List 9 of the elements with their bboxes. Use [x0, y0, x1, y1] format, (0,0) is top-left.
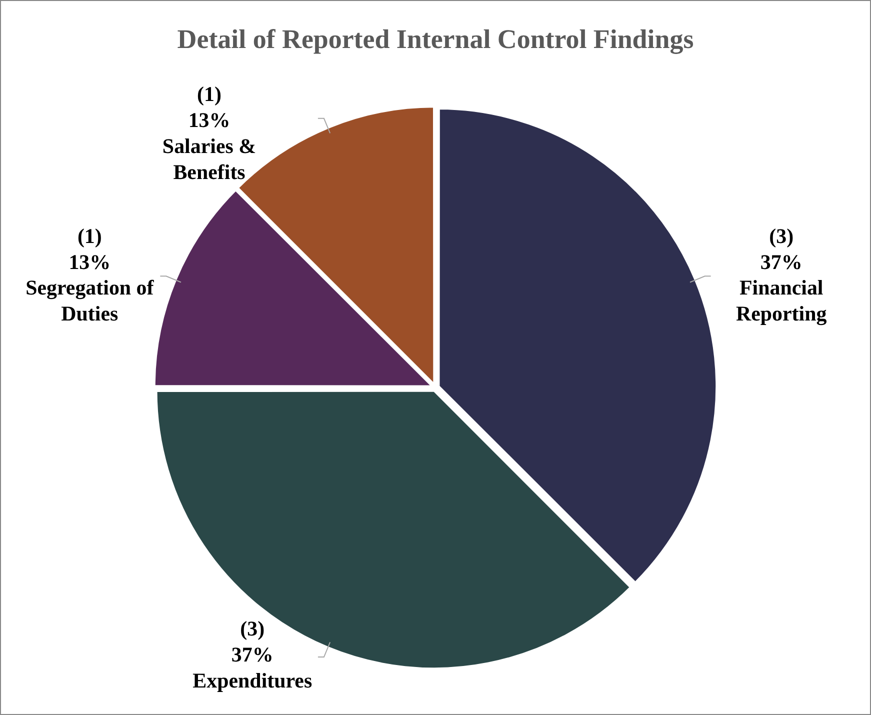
chart-title: Detail of Reported Internal Control Findings — [177, 24, 694, 54]
data-label: (3) 37% — [760, 224, 802, 274]
data-label: (1) 13% — [188, 82, 230, 132]
slice-label: Expenditures — [192, 668, 312, 693]
data-label: (3) 37% — [231, 616, 274, 667]
data-label: (1) 13% — [68, 224, 111, 274]
slice-label: Financial Reporting — [736, 276, 828, 326]
slice-label: Segregation of Duties — [26, 276, 155, 326]
slice-label: Salaries & Benefits — [162, 134, 256, 184]
